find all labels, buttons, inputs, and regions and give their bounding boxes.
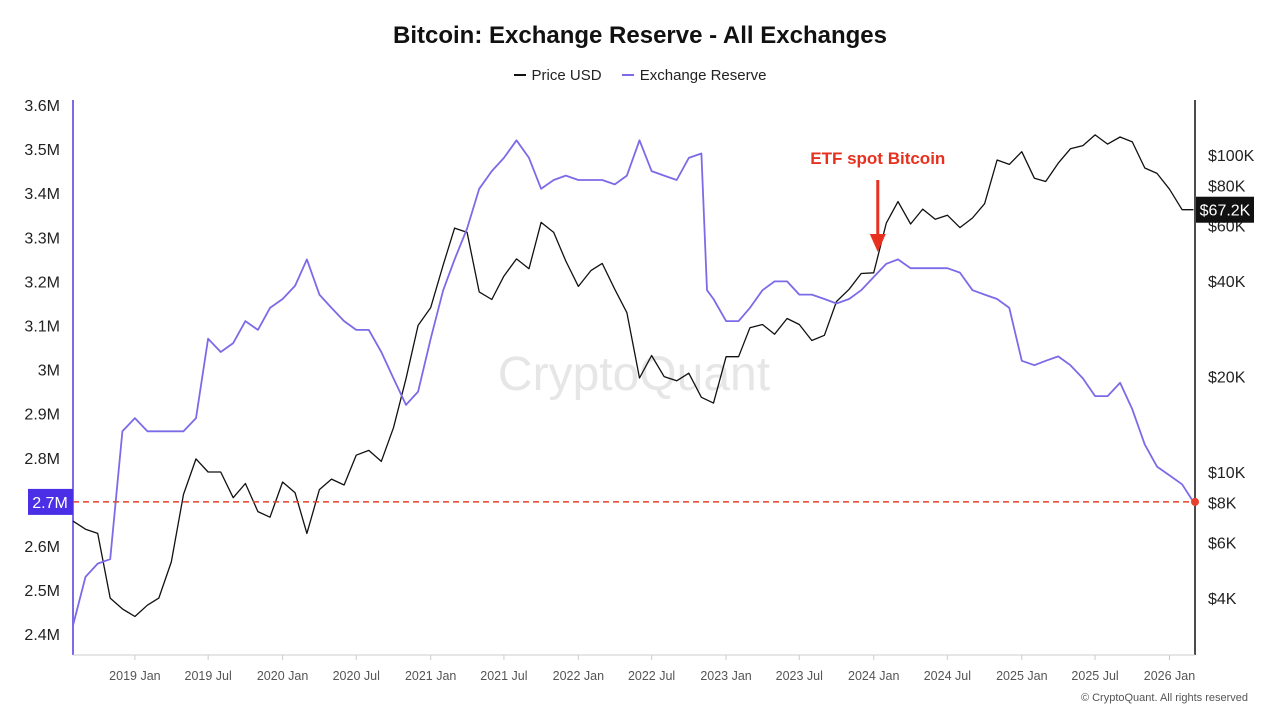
- x-tick-label: 2022 Jan: [553, 669, 604, 683]
- legend: Price USD Exchange Reserve: [0, 63, 1280, 84]
- right-tick-label: $40K: [1208, 274, 1246, 291]
- reference-dot: [1191, 497, 1199, 506]
- left-tick-label: 3.6M: [24, 98, 60, 115]
- x-tick-label: 2022 Jul: [628, 669, 675, 683]
- x-tick-label: 2025 Jul: [1071, 669, 1118, 683]
- left-tick-label: 3.2M: [24, 274, 60, 291]
- x-tick-label: 2020 Jan: [257, 669, 308, 683]
- right-tick-label: $100K: [1208, 148, 1255, 165]
- right-tick-label: $20K: [1208, 370, 1246, 387]
- x-tick-label: 2025 Jan: [996, 669, 1047, 683]
- last-price-box: [1196, 196, 1254, 223]
- left-tick-label: 2.4M: [24, 627, 60, 644]
- right-tick-label: $4K: [1208, 591, 1237, 608]
- right-tick-label: $10K: [1208, 465, 1246, 482]
- x-tick-label: 2024 Jul: [924, 669, 971, 683]
- x-tick-label: 2024 Jan: [848, 669, 899, 683]
- legend-item-price[interactable]: Price USD: [513, 66, 602, 84]
- left-tick-label: 2.6M: [24, 539, 60, 556]
- left-tick-label: 3.4M: [24, 186, 60, 203]
- right-tick-label: $8K: [1208, 496, 1237, 513]
- legend-label: Price USD: [531, 66, 602, 84]
- left-tick-label: 3.3M: [24, 230, 60, 247]
- x-tick-label: 2023 Jan: [700, 669, 751, 683]
- left-tick-label: 2.8M: [24, 451, 60, 468]
- legend-label: Exchange Reserve: [639, 66, 767, 84]
- copyright: © CryptoQuant. All rights reserved: [1080, 692, 1248, 704]
- reference-label: 2.7M: [32, 495, 68, 512]
- left-tick-label: 3.5M: [24, 142, 60, 159]
- reserve-line: [72, 139, 1195, 626]
- legend-item-reserve[interactable]: Exchange Reserve: [621, 66, 767, 84]
- x-tick-label: 2021 Jan: [405, 669, 456, 683]
- last-price-label: $67.2K: [1200, 203, 1251, 220]
- left-tick-label: 2.9M: [24, 407, 60, 424]
- x-tick-label: 2023 Jul: [776, 669, 823, 683]
- watermark: CryptoQuant: [498, 348, 770, 401]
- reference-label-box: [28, 488, 73, 515]
- x-tick-label: 2019 Jul: [185, 669, 232, 683]
- chart-title: Bitcoin: Exchange Reserve - All Exchange…: [393, 22, 887, 49]
- right-tick-label: $6K: [1208, 535, 1237, 552]
- x-tick-label: 2021 Jul: [480, 669, 527, 683]
- x-tick-label: 2026 Jan: [1144, 669, 1195, 683]
- x-tick-label: 2019 Jan: [109, 669, 160, 683]
- right-tick-label: $80K: [1208, 179, 1246, 196]
- price-line: [72, 134, 1194, 618]
- left-tick-label: 3.1M: [24, 319, 60, 336]
- x-tick-label: 2020 Jul: [333, 669, 380, 683]
- left-tick-label: 2.5M: [24, 583, 60, 600]
- annotation-arrow-head: [869, 234, 886, 252]
- annotation-text: ETF spot Bitcoin: [810, 149, 945, 168]
- left-tick-label: 3M: [38, 363, 60, 380]
